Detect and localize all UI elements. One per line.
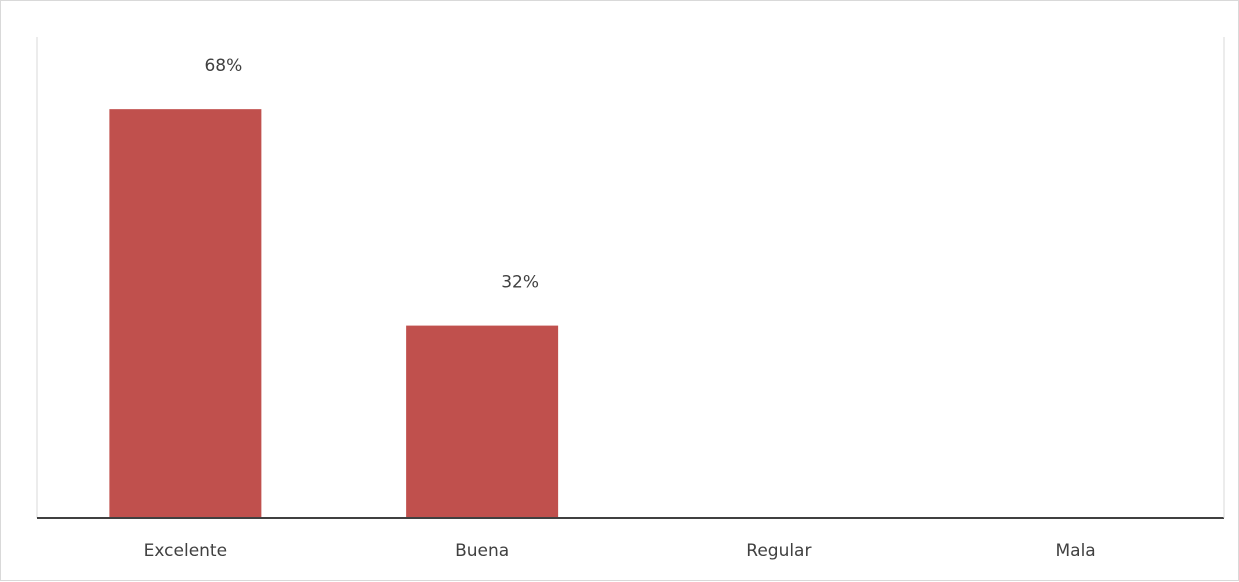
bar-excelente <box>109 109 262 519</box>
data-label-excelente: 68% <box>204 56 242 76</box>
x-tick-labels: Excelente Buena Regular Mala <box>144 541 1096 561</box>
data-label-buena: 32% <box>501 273 539 293</box>
x-tick-label-excelente: Excelente <box>144 541 227 561</box>
x-tick-label-buena: Buena <box>455 541 509 561</box>
bar-buena <box>406 325 559 518</box>
data-labels-layer: 68% 32% <box>204 56 539 292</box>
x-tick-label-mala: Mala <box>1056 541 1096 561</box>
bars-layer <box>109 109 559 519</box>
x-tick-label-regular: Regular <box>746 541 811 561</box>
